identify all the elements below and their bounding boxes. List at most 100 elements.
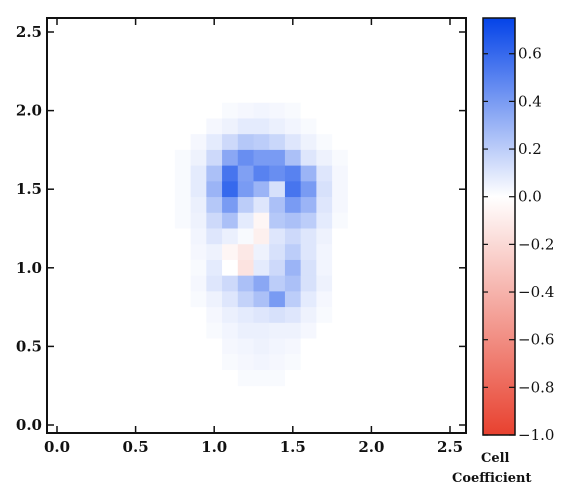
heatmap-cell (300, 291, 317, 308)
heatmap-cell (206, 197, 223, 214)
heatmap-cell (174, 134, 192, 151)
x-tick-label: 0.0 (44, 438, 70, 456)
heatmap-cell (269, 307, 286, 324)
heatmap-cell (253, 338, 270, 355)
heatmap-cell (222, 275, 239, 292)
heatmap-cell (347, 354, 365, 371)
heatmap-cell (347, 338, 365, 355)
heatmap-cell (300, 307, 317, 324)
heatmap-cell (174, 291, 192, 308)
heatmap-cell (316, 228, 333, 245)
heatmap-cell (190, 181, 207, 198)
heatmap-cell (269, 212, 286, 229)
heatmap-cell (253, 102, 270, 119)
heatmap-cell (316, 354, 333, 371)
heatmap-cell (237, 307, 254, 324)
heatmap-cell (222, 102, 239, 119)
heatmap-cell (222, 134, 239, 151)
heatmap-cell (316, 369, 333, 387)
heatmap-cell (332, 228, 349, 245)
heatmap-cell (269, 181, 286, 198)
heatmap-cell (190, 259, 207, 277)
heatmap-cell (174, 244, 192, 261)
heatmap-cell (206, 307, 223, 324)
heatmap-cell (190, 102, 207, 119)
heatmap-cell (222, 165, 239, 182)
heatmap-cell (174, 149, 192, 167)
colorbar-tick-label: −1.0 (518, 426, 554, 444)
colorbar-gradient (483, 18, 515, 435)
heatmap-cell (253, 354, 270, 371)
heatmap-cell (316, 149, 333, 167)
heatmap-cell (174, 102, 192, 119)
heatmap-cell (269, 149, 286, 167)
heatmap-cell (206, 228, 223, 245)
heatmap-cell (174, 212, 192, 229)
colorbar-title-line2: Coefficient (452, 471, 531, 486)
heatmap-cell (332, 165, 349, 182)
heatmap-cell (347, 322, 365, 340)
x-tick-label: 0.5 (123, 438, 149, 456)
heatmap-cell (332, 307, 349, 324)
heatmap-cell (269, 275, 286, 292)
heatmap-cell (284, 259, 302, 277)
heatmap-cell (190, 197, 207, 214)
heatmap-cell (222, 291, 239, 308)
heatmap-cell (347, 259, 365, 277)
heatmap-cell (237, 322, 254, 340)
heatmap-cell (206, 338, 223, 355)
heatmap-cell (222, 149, 239, 167)
heatmap-cell (206, 181, 223, 198)
heatmap-cell (190, 307, 207, 324)
heatmap-cell (206, 322, 223, 340)
heatmap-cell (332, 149, 349, 167)
heatmap-cell (284, 322, 302, 340)
heatmap-cell (332, 338, 349, 355)
heatmap-cell (269, 322, 286, 340)
colorbar: 0.6 0.4 0.2 0.0 −0.2 −0.4 −0.6 −0.8 −1.0 Cell Co… (452, 17, 554, 486)
y-tick-label: 1.5 (16, 180, 42, 198)
heatmap-cell (253, 369, 270, 387)
colorbar-tick-label: −0.2 (518, 235, 554, 253)
heatmap-cell (237, 197, 254, 214)
heatmap-cell (300, 338, 317, 355)
heatmap-cell (300, 102, 317, 119)
heatmap-cell (269, 354, 286, 371)
heatmap-cell (237, 369, 254, 387)
heatmap-cell (300, 354, 317, 371)
heatmap-cell (253, 244, 270, 261)
heatmap-cell (284, 165, 302, 182)
heatmap-cell (347, 181, 365, 198)
heatmap-cell (347, 212, 365, 229)
heatmap-cell (300, 275, 317, 292)
heatmap-cell (284, 181, 302, 198)
heatmap-cell (206, 259, 223, 277)
heatmap-cell (300, 149, 317, 167)
heatmap-cell (284, 197, 302, 214)
heatmap-cell (206, 165, 223, 182)
heatmap-cell (316, 307, 333, 324)
heatmap-cell (253, 197, 270, 214)
heatmap-cell (253, 149, 270, 167)
heatmap-cell (347, 149, 365, 167)
heatmap-cell (237, 212, 254, 229)
heatmap-cell (284, 228, 302, 245)
heatmap-cell (316, 197, 333, 214)
heatmap-cell (253, 275, 270, 292)
heatmap-cell (300, 212, 317, 229)
heatmap-cell (190, 338, 207, 355)
heatmap-cell (284, 118, 302, 135)
heatmap-cell (206, 102, 223, 119)
heatmap-cell (316, 181, 333, 198)
heatmap-cell (190, 228, 207, 245)
heatmap-cell (206, 354, 223, 371)
heatmap-cell (284, 134, 302, 151)
axis-ticks: 0.0 0.5 1.0 1.5 2.0 2.5 0.0 0.5 1.0 1.5 2.0 2.5 (16, 18, 466, 456)
heatmap-cell (190, 322, 207, 340)
y-tick-label: 0.5 (16, 337, 42, 355)
heatmap-cell (316, 322, 333, 340)
heatmap-cell (332, 369, 349, 387)
heatmap-cell (332, 354, 349, 371)
heatmap-cell (284, 354, 302, 371)
heatmap-cell (206, 244, 223, 261)
